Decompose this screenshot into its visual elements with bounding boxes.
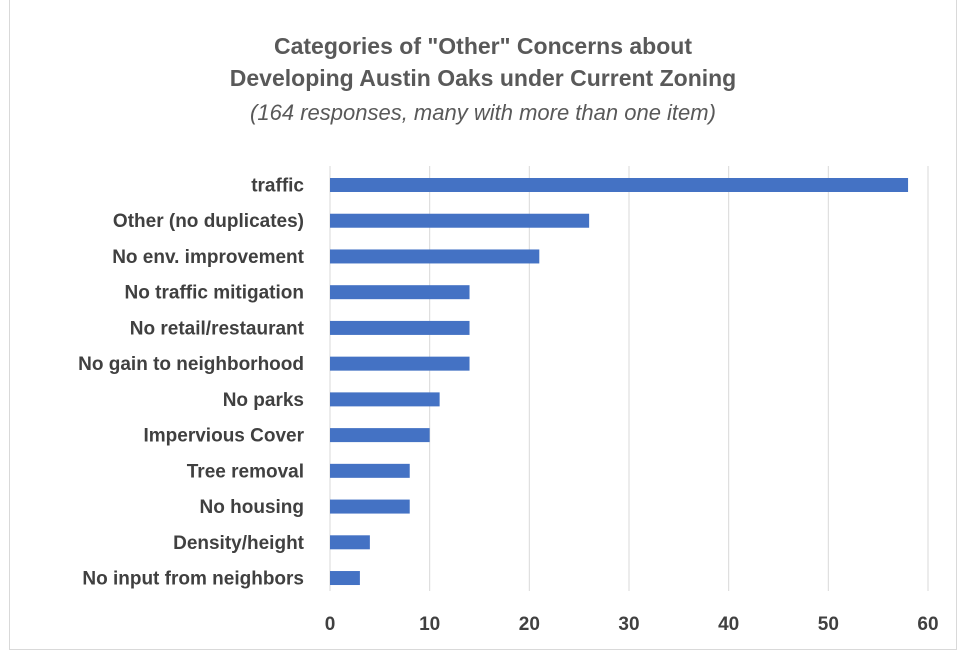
bar [330,428,430,443]
chart-frame [9,0,957,650]
chart-title: Categories of "Other" Concerns about Dev… [0,30,966,94]
bar [330,285,470,300]
category-label: Tree removal [187,461,304,482]
x-tick-label: 40 [718,614,739,635]
chart-subtitle: (164 responses, many with more than one … [250,100,716,125]
category-label: No input from neighbors [82,569,304,590]
category-label: No env. improvement [112,247,304,268]
category-labels: traffic Other (no duplicates) No env. impr… [78,176,305,590]
x-tick-label: 60 [917,614,938,635]
x-axis-tick-labels: 0 10 20 30 40 50 60 [325,614,939,635]
bar [330,213,590,228]
category-label: Density/height [173,533,305,554]
bar [330,463,410,478]
category-label: No housing [200,497,304,518]
x-tick-label: 10 [419,614,440,635]
category-label: Impervious Cover [144,426,305,447]
chart-title-line-1: Categories of "Other" Concerns about [274,33,692,59]
category-label: No gain to neighborhood [78,354,304,375]
category-label: Other (no duplicates) [113,211,304,232]
bar [330,571,360,586]
bar [330,356,470,371]
x-tick-label: 0 [325,614,336,635]
category-label: traffic [251,176,304,197]
category-label: No traffic mitigation [125,283,304,304]
bar [330,535,370,550]
bar [330,320,470,335]
x-tick-label: 30 [618,614,639,635]
bar [330,178,909,192]
bar [330,499,410,514]
x-tick-label: 20 [519,614,540,635]
category-label: No retail/restaurant [130,318,305,339]
gridlines [329,166,929,591]
bar [330,392,440,407]
chart-title-line-2: Developing Austin Oaks under Current Zon… [229,65,737,91]
bars [330,178,909,586]
x-tick-label: 50 [818,614,839,635]
category-label: No parks [223,390,304,411]
bar [330,249,540,264]
